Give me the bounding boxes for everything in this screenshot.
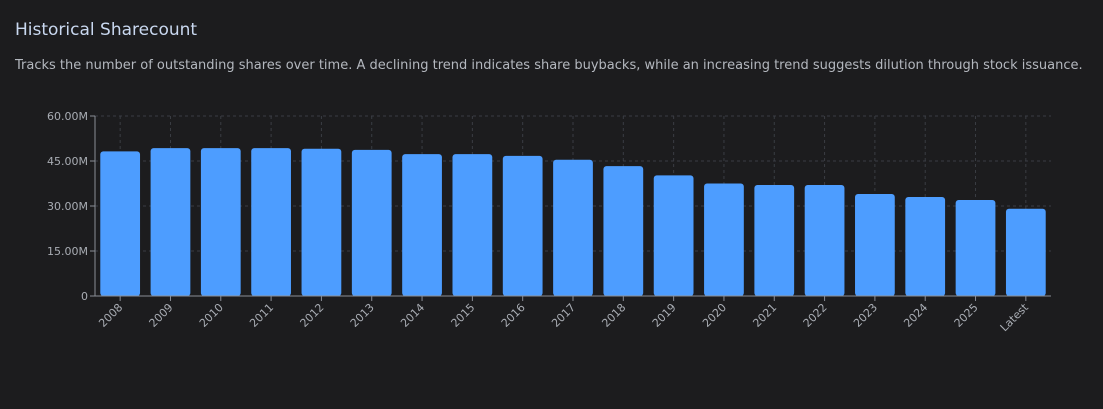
- x-tick-label: 2023: [851, 301, 880, 330]
- x-tick-label: 2009: [147, 301, 176, 330]
- x-tick-label: 2019: [650, 301, 679, 330]
- x-tick-label: 2020: [700, 301, 729, 330]
- chart-description: Tracks the number of outstanding shares …: [15, 58, 1083, 73]
- y-tick-label: 45.00M: [47, 155, 88, 168]
- bar-2015[interactable]: [452, 154, 493, 296]
- y-tick-label: 15.00M: [47, 245, 88, 258]
- y-tick-label: 60.00M: [47, 110, 88, 123]
- x-tick-label: Latest: [998, 300, 1032, 334]
- bar-2019[interactable]: [653, 175, 694, 296]
- bar-2021[interactable]: [754, 185, 795, 296]
- bar-2016[interactable]: [502, 155, 543, 296]
- bar-2024[interactable]: [905, 197, 946, 296]
- y-tick-label: 0: [81, 290, 88, 303]
- chart-title: Historical Sharecount: [15, 20, 198, 40]
- bar-2011[interactable]: [251, 148, 291, 296]
- bar-2022[interactable]: [804, 185, 845, 296]
- bar-2014[interactable]: [402, 154, 442, 296]
- bar-2017[interactable]: [553, 159, 593, 296]
- bar-2018[interactable]: [603, 166, 644, 296]
- x-tick-label: 2021: [750, 301, 779, 330]
- x-tick-label: 2022: [801, 301, 830, 330]
- x-tick-label: 2016: [499, 301, 528, 330]
- bar-2013[interactable]: [351, 149, 392, 296]
- x-tick-label: 2017: [549, 301, 578, 330]
- x-tick-label: 2010: [197, 301, 226, 330]
- bar-2012[interactable]: [301, 148, 342, 296]
- x-tick-label: 2025: [952, 301, 981, 330]
- y-axis-ticks: 0 15.00M 30.00M 45.00M 60.00M: [47, 110, 95, 303]
- bar-latest[interactable]: [1005, 208, 1046, 296]
- x-tick-label: 2012: [298, 301, 327, 330]
- x-tick-label: 2013: [348, 301, 377, 330]
- x-tick-label: 2015: [448, 301, 477, 330]
- bar-2009[interactable]: [150, 148, 191, 296]
- x-tick-label: 2014: [398, 301, 427, 330]
- x-tick-label: 2008: [96, 301, 125, 330]
- y-tick-label: 30.00M: [47, 200, 88, 213]
- x-axis-ticks: 2008 2009 2010 2011 2012 2013 2014 2015 2016 2017…: [96, 296, 1031, 334]
- bar-2008[interactable]: [100, 151, 141, 296]
- x-tick-label: 2018: [599, 301, 628, 330]
- bar-2010[interactable]: [200, 148, 241, 296]
- bar-2025[interactable]: [955, 200, 996, 296]
- x-tick-label: 2011: [247, 301, 276, 330]
- bar-2020[interactable]: [704, 183, 744, 297]
- bar-2023[interactable]: [855, 194, 895, 296]
- bars: [100, 148, 1046, 297]
- x-tick-label: 2024: [901, 301, 930, 330]
